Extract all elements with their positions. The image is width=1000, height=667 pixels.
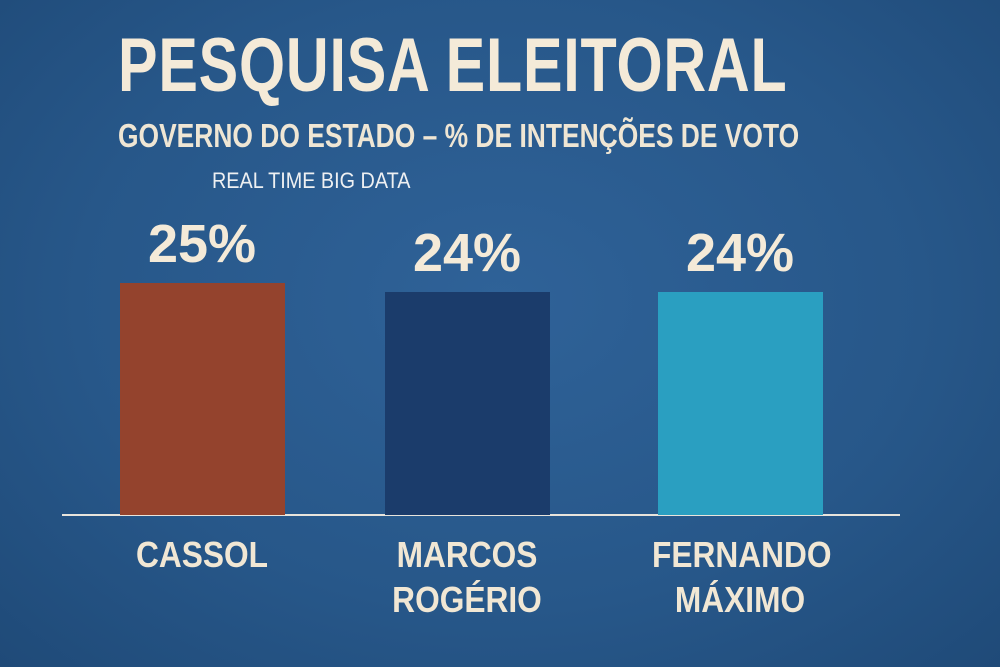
- chart-subtitle: GOVERNO DO ESTADO – % DE INTENÇÕES DE VO…: [118, 117, 800, 154]
- baseline: [62, 514, 900, 516]
- bar: [657, 292, 823, 515]
- bar: [119, 283, 285, 515]
- category-label: MARCOS ROGÉRIO: [392, 534, 542, 620]
- category-label: FERNANDO MÁXIMO: [652, 534, 832, 620]
- category-label: CASSOL: [135, 534, 268, 575]
- bar: [384, 292, 550, 515]
- source: REAL TIME BIG DATA: [212, 168, 411, 193]
- chart-title: PESQUISA ELEITORAL: [118, 23, 788, 108]
- value-label: 24%: [412, 223, 522, 284]
- value-label: 24%: [685, 223, 795, 284]
- value-label: 25%: [147, 214, 257, 274]
